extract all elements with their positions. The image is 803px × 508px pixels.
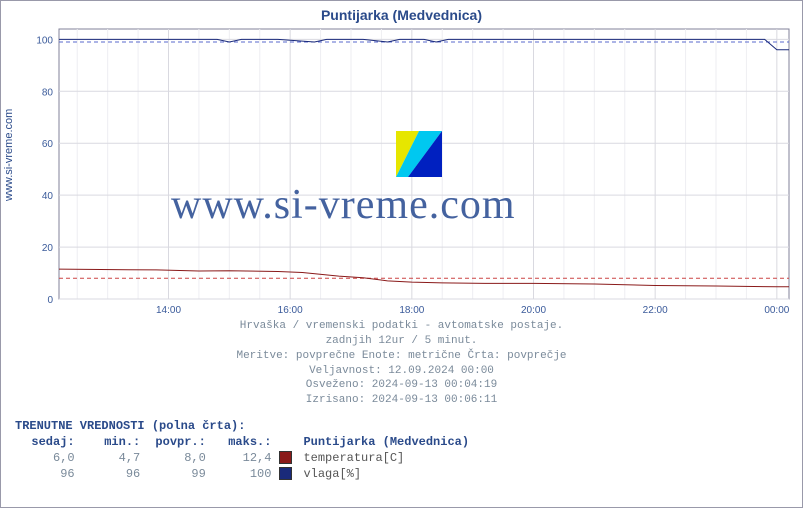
metadata-block: Hrvaška / vremenski podatki - avtomatske… — [1, 319, 802, 408]
table-col-header: min.: — [83, 435, 147, 449]
svg-text:14:00: 14:00 — [156, 305, 181, 316]
series-label: vlaga[%] — [303, 467, 475, 481]
table-header: TRENUTNE VREDNOSTI (polna črta): — [15, 419, 477, 433]
table-col-header: maks.: — [214, 435, 278, 449]
svg-text:80: 80 — [42, 87, 54, 98]
table-cell: 96 — [17, 467, 81, 481]
meta-line: Veljavnost: 12.09.2024 00:00 — [1, 364, 802, 379]
plot-area: 02040608010014:0016:0018:0020:0022:0000:… — [59, 29, 789, 324]
svg-text:100: 100 — [36, 35, 53, 46]
table-cell: 6,0 — [17, 451, 81, 465]
meta-line: Hrvaška / vremenski podatki - avtomatske… — [1, 319, 802, 334]
line-chart: 02040608010014:0016:0018:0020:0022:0000:… — [59, 29, 789, 319]
values-table: TRENUTNE VREDNOSTI (polna črta): sedaj: … — [15, 419, 477, 483]
table-cell: 100 — [214, 467, 278, 481]
table-col-header: sedaj: — [17, 435, 81, 449]
table-cell: 4,7 — [83, 451, 147, 465]
meta-line: Osveženo: 2024-09-13 00:04:19 — [1, 378, 802, 393]
svg-text:20:00: 20:00 — [521, 305, 546, 316]
svg-text:16:00: 16:00 — [278, 305, 303, 316]
svg-text:40: 40 — [42, 191, 54, 202]
chart-container: Puntijarka (Medvednica) www.si-vreme.com… — [0, 0, 803, 508]
chart-title: Puntijarka (Medvednica) — [1, 7, 802, 23]
svg-text:0: 0 — [47, 295, 53, 306]
meta-line: Meritve: povprečne Enote: metrične Črta:… — [1, 349, 802, 364]
svg-text:20: 20 — [42, 243, 54, 254]
station-name: Puntijarka (Medvednica) — [303, 435, 475, 449]
svg-text:60: 60 — [42, 139, 54, 150]
table-cell: 99 — [148, 467, 212, 481]
table-col-header: povpr.: — [148, 435, 212, 449]
table-cell: 8,0 — [148, 451, 212, 465]
legend-swatch — [279, 467, 301, 481]
table-cell: 96 — [83, 467, 147, 481]
y-axis-label: www.si-vreme.com — [3, 109, 15, 201]
table-cell: 12,4 — [214, 451, 278, 465]
legend-swatch — [279, 451, 301, 465]
meta-line: zadnjih 12ur / 5 minut. — [1, 334, 802, 349]
svg-text:18:00: 18:00 — [399, 305, 424, 316]
svg-text:22:00: 22:00 — [643, 305, 668, 316]
svg-text:00:00: 00:00 — [764, 305, 789, 316]
series-label: temperatura[C] — [303, 451, 475, 465]
meta-line: Izrisano: 2024-09-13 00:06:11 — [1, 393, 802, 408]
